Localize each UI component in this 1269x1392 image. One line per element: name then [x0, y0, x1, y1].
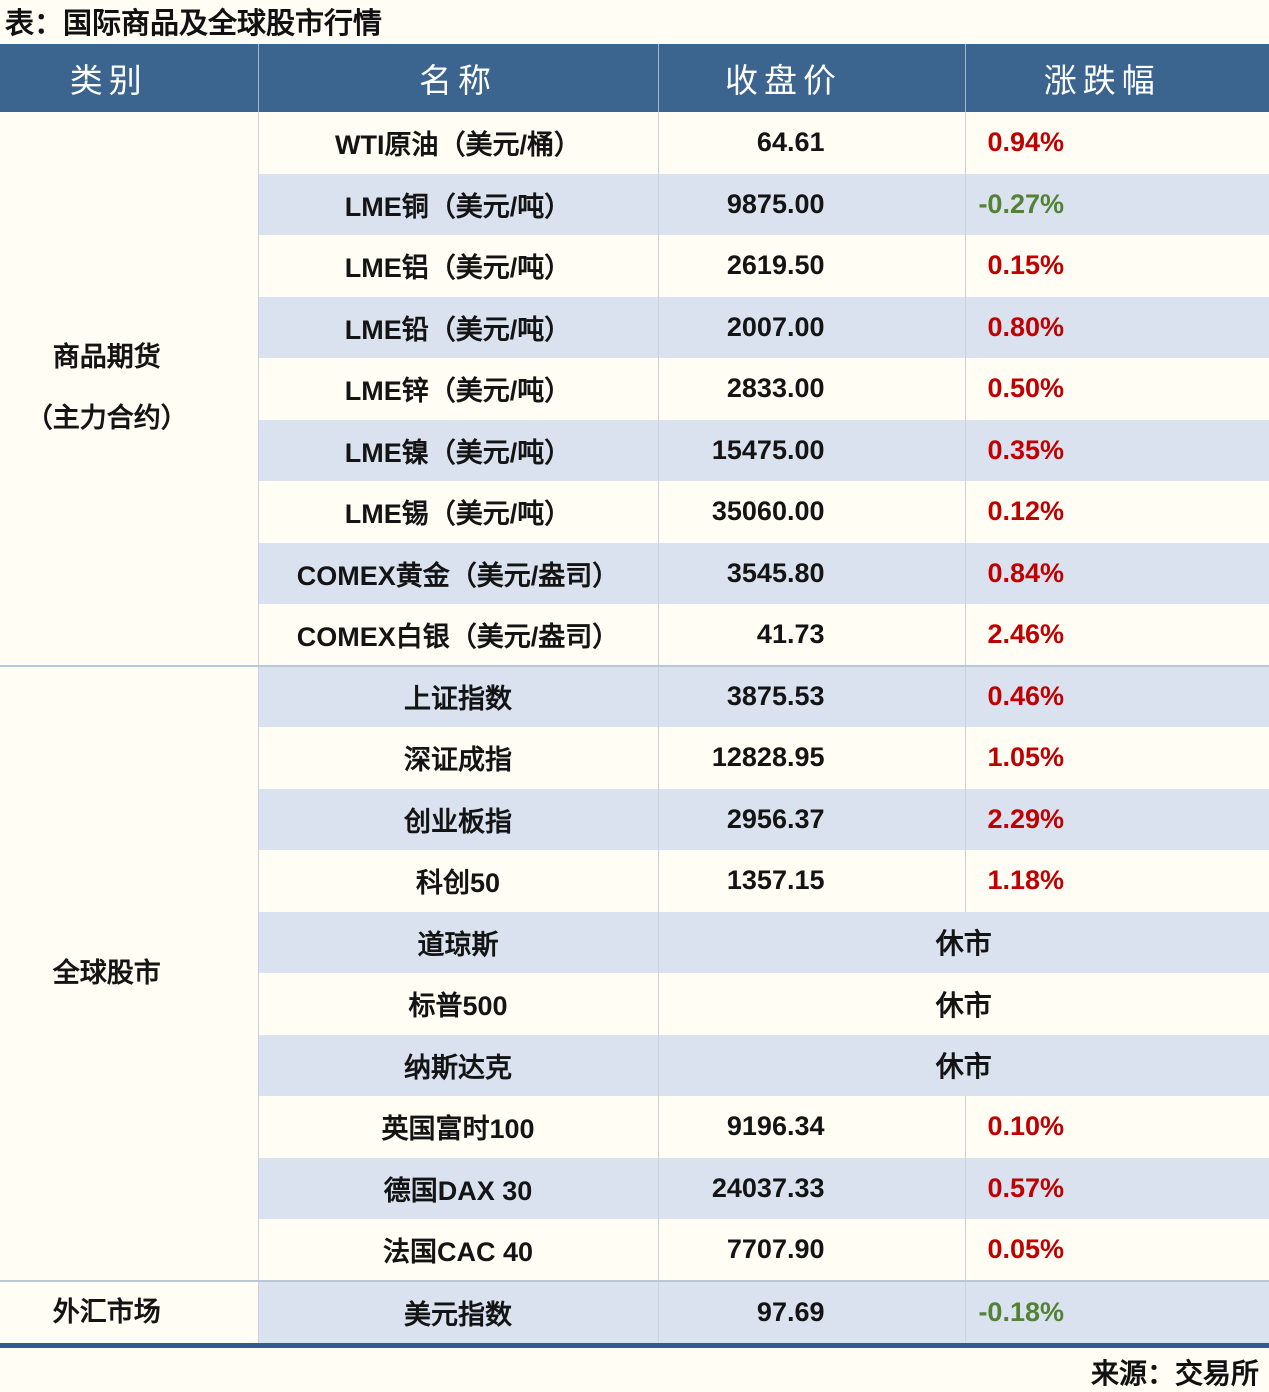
category-cell: 全球股市 [0, 664, 258, 1281]
header-row: 类别 名称 收盘价 涨跌幅 [0, 44, 1269, 112]
change-pct: 0.46% [964, 664, 1269, 727]
close-price: 7707.90 [657, 1219, 965, 1281]
table-row: 商品期货 （主力合约） WTI原油（美元/桶） 64.61 0.94% [0, 112, 1269, 666]
table-row: 外汇市场 美元指数 97.69 -0.18% [0, 1279, 1269, 1345]
change-pct: 2.46% [964, 604, 1269, 666]
change-pct: 0.12% [964, 481, 1269, 543]
change-pct: 0.10% [964, 1096, 1269, 1158]
change-pct: 0.84% [964, 542, 1269, 604]
close-price: 9196.34 [657, 1096, 965, 1158]
header-category: 类别 [0, 44, 258, 112]
instrument-name: COMEX黄金（美元/盎司） [257, 542, 658, 604]
market-closed-cell: 休市 [657, 1034, 1269, 1096]
close-price: 12828.95 [657, 727, 965, 789]
close-price: 15475.00 [657, 419, 965, 481]
source-note: 来源：交易所 [1090, 1357, 1259, 1389]
close-price: 3545.80 [657, 542, 965, 604]
instrument-name: COMEX白银（美元/盎司） [257, 604, 658, 666]
close-price: 3875.53 [657, 664, 965, 727]
change-pct: 1.18% [964, 850, 1269, 912]
instrument-name: LME铝（美元/吨） [257, 235, 658, 297]
instrument-name: 道琼斯 [257, 911, 658, 973]
change-pct: 0.15% [964, 235, 1269, 297]
change-pct: 0.05% [964, 1219, 1269, 1281]
instrument-name: 深证成指 [257, 727, 658, 789]
close-price: 41.73 [657, 604, 965, 666]
change-pct: 0.50% [964, 358, 1269, 420]
table-row: LME铜（美元/吨） 9875.00 -0.27% [0, 173, 1269, 235]
header-name: 名称 [257, 44, 658, 112]
change-pct: 0.35% [964, 419, 1269, 481]
instrument-name: 创业板指 [257, 788, 658, 850]
category-cell: 商品期货 （主力合约） [0, 112, 258, 666]
instrument-name: LME铅（美元/吨） [257, 296, 658, 358]
category-cell: 外汇市场 [0, 1279, 258, 1345]
change-pct: 0.94% [964, 112, 1269, 174]
instrument-name: 纳斯达克 [257, 1034, 658, 1096]
instrument-name: 美元指数 [257, 1279, 658, 1345]
change-pct: -0.18% [964, 1279, 1269, 1345]
close-price: 35060.00 [657, 481, 965, 543]
change-pct: 2.29% [964, 788, 1269, 850]
change-pct: 1.05% [964, 727, 1269, 789]
page-title: 表：国际商品及全球股市行情 [5, 8, 383, 40]
category-label-line: （主力合约） [25, 403, 188, 434]
change-pct: -0.27% [964, 173, 1269, 235]
close-price: 97.69 [657, 1279, 965, 1345]
instrument-name: 科创50 [257, 850, 658, 912]
instrument-name: 上证指数 [257, 664, 658, 727]
close-price: 24037.33 [657, 1157, 965, 1219]
change-pct: 0.80% [964, 296, 1269, 358]
change-pct: 0.57% [964, 1157, 1269, 1219]
instrument-name: LME铜（美元/吨） [257, 173, 658, 235]
close-price: 64.61 [657, 112, 965, 174]
category-label-line: 商品期货 [52, 342, 161, 373]
table-row: 全球股市 上证指数 3875.53 0.46% [0, 664, 1269, 1281]
instrument-name: 英国富时100 [257, 1096, 658, 1158]
close-price: 2833.00 [657, 358, 965, 420]
close-price: 1357.15 [657, 850, 965, 912]
instrument-name: 标普500 [257, 973, 658, 1035]
category-label-line: 全球股市 [52, 957, 161, 988]
close-price: 9875.00 [657, 173, 965, 235]
instrument-name: WTI原油（美元/桶） [257, 112, 658, 174]
close-price: 2956.37 [657, 788, 965, 850]
instrument-name: LME锌（美元/吨） [257, 358, 658, 420]
header-close-price: 收盘价 [657, 44, 965, 112]
category-label-line: 外汇市场 [52, 1296, 161, 1327]
close-price: 2619.50 [657, 235, 965, 297]
instrument-name: LME锡（美元/吨） [257, 481, 658, 543]
instrument-name: 法国CAC 40 [257, 1219, 658, 1281]
market-closed-cell: 休市 [657, 973, 1269, 1035]
header-change-pct: 涨跌幅 [964, 44, 1269, 112]
market-quotes-table: 类别 名称 收盘价 涨跌幅 商品期货 （主力合约） WTI原油（美元/桶） 64… [0, 44, 1269, 1348]
close-price: 2007.00 [657, 296, 965, 358]
instrument-name: LME镍（美元/吨） [257, 419, 658, 481]
market-closed-cell: 休市 [657, 911, 1269, 973]
instrument-name: 德国DAX 30 [257, 1157, 658, 1219]
